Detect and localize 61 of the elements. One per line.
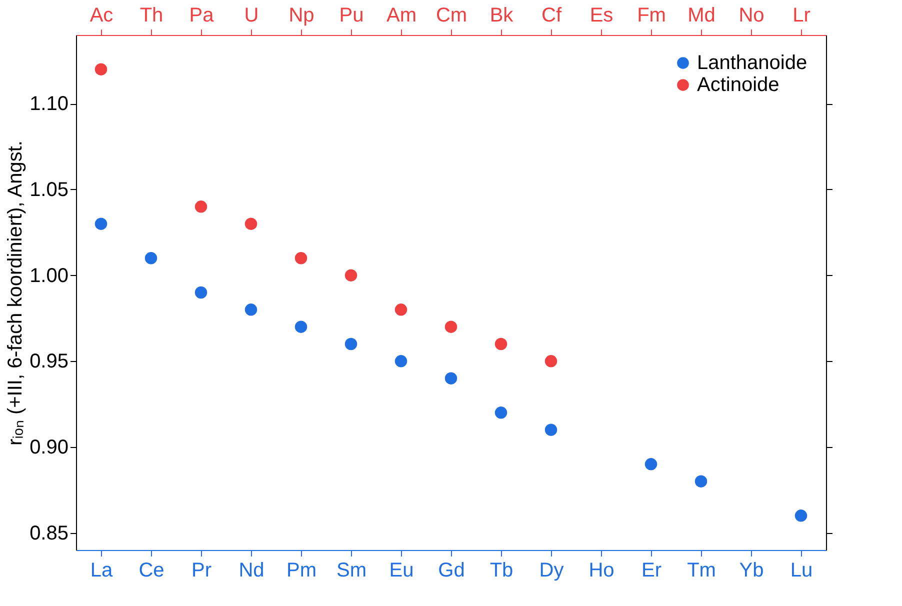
point (244, 218, 258, 230)
text: Lr (792, 4, 811, 26)
text: Fm (637, 4, 666, 26)
point (444, 372, 458, 384)
text: Pu (339, 4, 364, 26)
x-tick-label: Tb (490, 560, 514, 582)
x-tick-label: Gd (438, 560, 465, 582)
text: Np (288, 4, 314, 26)
x-tick-label: La (90, 560, 114, 582)
text: Md (688, 4, 716, 26)
point (344, 338, 358, 350)
x-tick-label: Er (642, 560, 662, 582)
y-tick-label: 0.85 (30, 522, 68, 544)
x-tick-label: Ce (138, 560, 164, 582)
text: Bk (490, 4, 514, 26)
point (544, 355, 558, 368)
y-tick-label: 0.95 (30, 350, 68, 373)
x-tick-label: Tm (687, 560, 716, 582)
point (544, 424, 558, 436)
point (694, 475, 708, 488)
x-tick-label: Yb (739, 560, 764, 582)
point (94, 218, 108, 230)
point (144, 252, 158, 264)
x-tick-label: Pr (192, 560, 212, 582)
point (394, 355, 408, 368)
text: Ac (90, 4, 114, 26)
point (194, 200, 208, 213)
point (394, 304, 408, 316)
point (194, 286, 208, 299)
point (494, 406, 508, 419)
x-tick-label: Sm (336, 560, 366, 582)
x-tick-label: Lu (790, 560, 813, 582)
text: Es (590, 4, 614, 26)
point (444, 320, 458, 333)
y-axis-title: rᵢₒₙ (+III, 6-fach koordiniert), Angst. (4, 140, 27, 446)
y-tick-label: 1.10 (30, 93, 68, 116)
text: Pa (189, 4, 215, 26)
point (294, 252, 308, 264)
x-tick-label: Eu (389, 560, 414, 582)
point (494, 338, 508, 350)
x-tick-label: Pm (286, 560, 316, 582)
point (344, 269, 358, 282)
text: Am (386, 4, 416, 26)
x-tick-label: Ho (588, 560, 614, 582)
point (794, 510, 808, 522)
legend-label: Lanthanoide (697, 52, 808, 74)
text: Cf (542, 4, 562, 26)
x-tick-label: Nd (238, 560, 264, 582)
y-tick-label: 1.00 (30, 264, 68, 287)
text: Th (140, 4, 164, 26)
point (94, 63, 108, 76)
point (244, 304, 258, 316)
y-tick-label: 1.05 (30, 179, 68, 201)
y-tick-label: 0.90 (30, 436, 68, 458)
x-tick-label: Dy (539, 560, 564, 582)
point (644, 458, 658, 470)
text: U (244, 4, 259, 26)
legend-label: Actinoide (697, 74, 780, 96)
text: No (738, 4, 764, 26)
text: Cm (436, 4, 468, 26)
point (294, 320, 308, 333)
